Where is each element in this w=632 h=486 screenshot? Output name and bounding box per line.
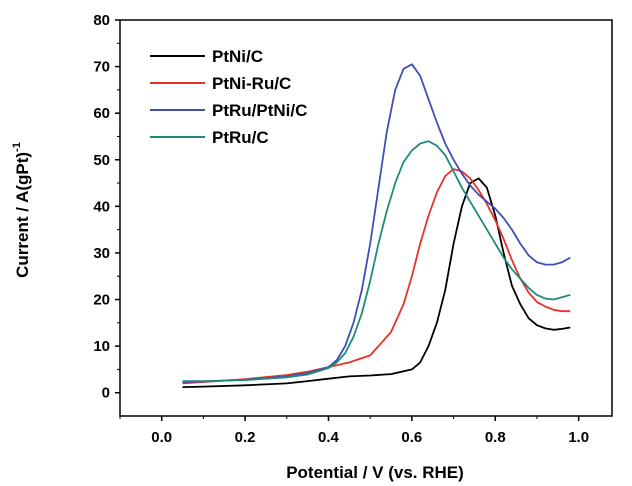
- y-axis: 0 10 20 30 40 50 60 70 80: [93, 12, 120, 402]
- series-line: [182, 63, 571, 383]
- plot-frame: [119, 19, 613, 417]
- x-tick-label: 0.4: [318, 429, 340, 446]
- legend: PtNi/C PtNi-Ru/C PtRu/PtNi/C PtRu/C: [150, 47, 307, 147]
- y-axis-title-main: Current / A(gPt): [13, 152, 32, 278]
- x-tick-label: 0.0: [151, 429, 172, 446]
- legend-label: PtNi/C: [212, 47, 263, 66]
- x-axis: 0.0 0.2 0.4 0.6 0.8 1.0: [119, 416, 589, 446]
- y-axis-title-superscript: -1: [11, 142, 23, 152]
- x-axis-title: Potential / V (vs. RHE): [286, 463, 464, 482]
- legend-label: PtNi-Ru/C: [212, 74, 291, 93]
- legend-label: PtRu/C: [212, 128, 269, 147]
- series-lines: [182, 63, 571, 388]
- y-tick-label: 10: [93, 338, 110, 355]
- y-tick-label: 70: [93, 59, 110, 76]
- y-tick-label: 0: [102, 385, 110, 402]
- y-axis-title: Current / A(gPt)-1: [11, 142, 32, 278]
- x-tick-label: 0.8: [485, 429, 506, 446]
- x-tick-label: 1.0: [568, 429, 589, 446]
- y-tick-label: 20: [93, 292, 110, 309]
- x-tick-label: 0.6: [401, 429, 422, 446]
- y-tick-label: 40: [93, 198, 110, 215]
- y-tick-label: 60: [93, 105, 110, 122]
- series-line: [182, 140, 571, 382]
- x-tick-label: 0.2: [235, 429, 256, 446]
- series-line: [182, 177, 571, 388]
- plot-area: [119, 19, 613, 417]
- y-tick-label: 80: [93, 12, 110, 29]
- y-tick-label: 50: [93, 152, 110, 169]
- y-tick-label: 30: [93, 245, 110, 262]
- legend-label: PtRu/PtNi/C: [212, 101, 307, 120]
